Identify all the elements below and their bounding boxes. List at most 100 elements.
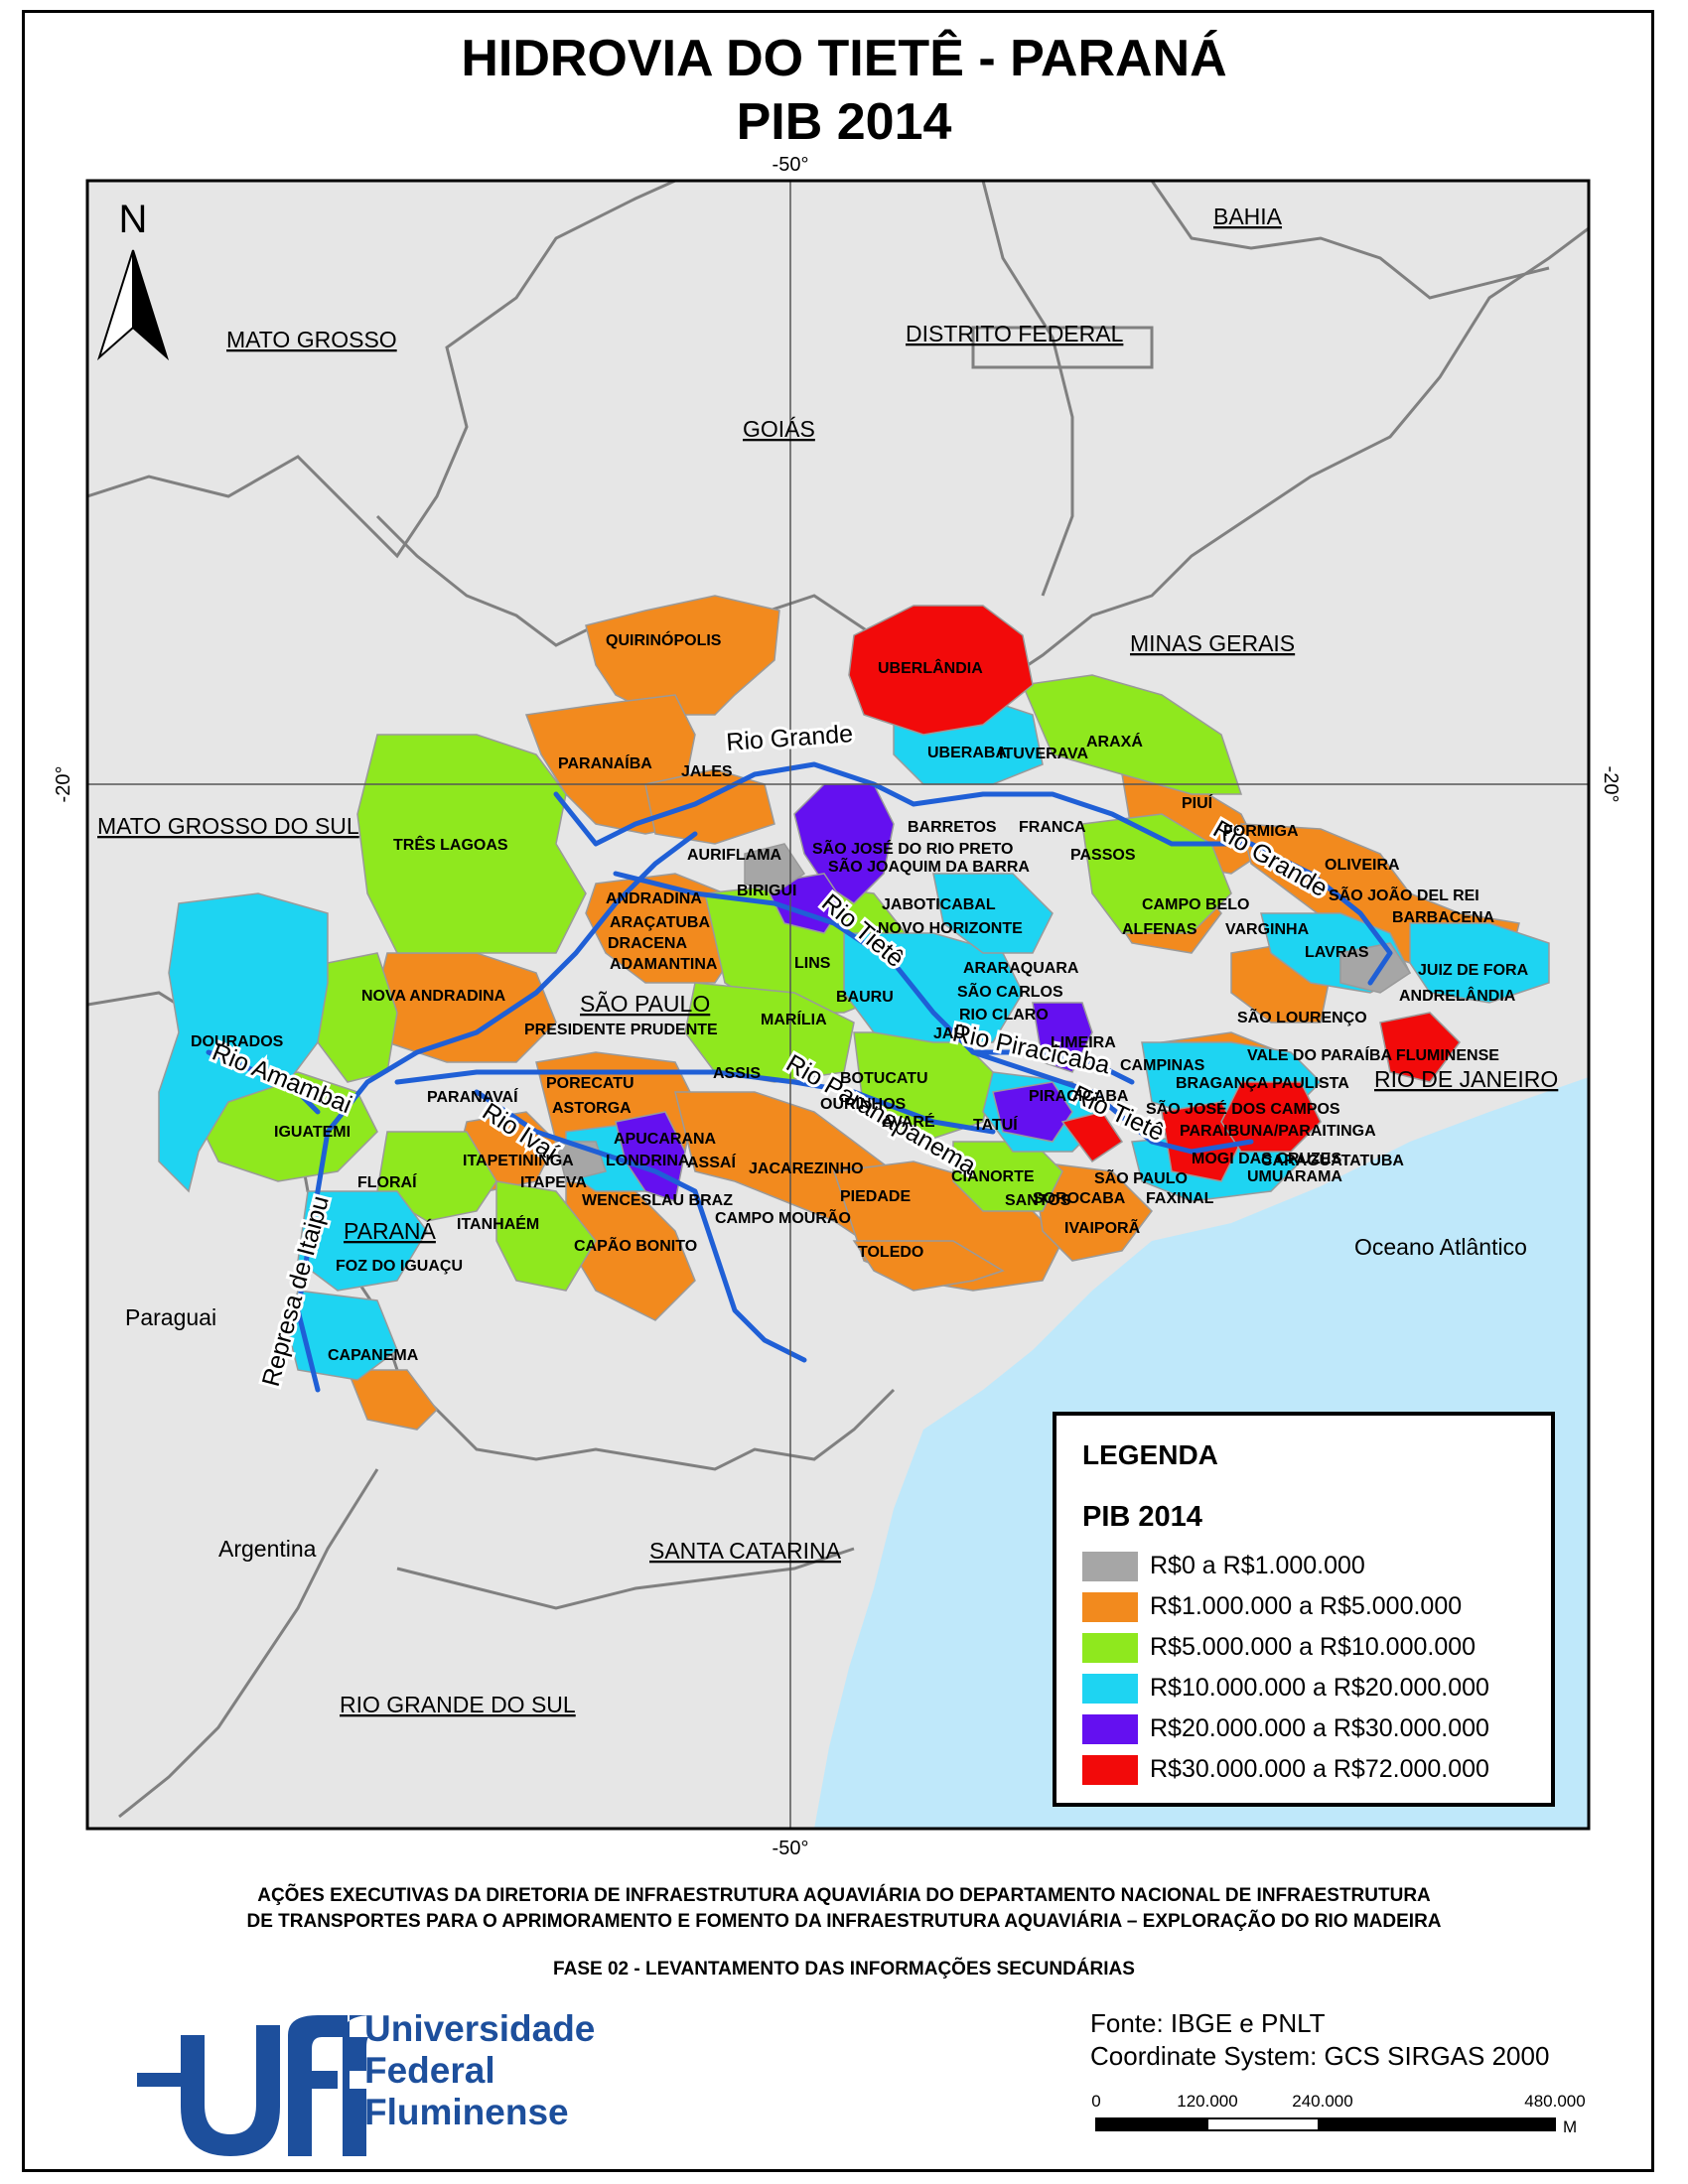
city-label: FRANCA xyxy=(1019,819,1086,836)
legend-swatch xyxy=(1082,1713,1138,1744)
legend-label: R$10.000.000 a R$20.000.000 xyxy=(1150,1674,1489,1702)
city-label: LINS xyxy=(794,955,831,972)
city-label: JALES xyxy=(681,763,733,780)
city-label: CAPANEMA xyxy=(328,1347,419,1364)
legend-label: R$20.000.000 a R$30.000.000 xyxy=(1150,1714,1489,1742)
city-label: VARGINHA xyxy=(1225,921,1310,938)
region-piracicaba xyxy=(992,1081,1073,1143)
city-label: UBERLÂNDIA xyxy=(878,658,983,677)
city-label: ANDRELÂNDIA xyxy=(1399,986,1516,1005)
city-labels: QUIRINÓPOLIS UBERLÂNDIA UBERABA ARAXÁ PARANA… xyxy=(191,630,1529,1364)
scalebar-tick-3: 480.000 xyxy=(1524,2092,1585,2111)
city-label: OLIVEIRA xyxy=(1325,857,1400,874)
city-label: ARARAQUARA xyxy=(963,960,1079,977)
region-marilia xyxy=(684,982,855,1083)
city-label: FOZ DO IGUAÇU xyxy=(336,1258,463,1275)
label-paraguai: Paraguai xyxy=(125,1304,216,1330)
region-tres-lagoas xyxy=(356,734,587,954)
city-label: BAURU xyxy=(836,989,894,1006)
city-label: BRAGANÇA PAULISTA xyxy=(1176,1075,1349,1092)
city-label: LONDRINA xyxy=(606,1153,690,1169)
footer-line-2: DE TRANSPORTES PARA O APRIMORAMENTO E FO… xyxy=(246,1911,1442,1932)
source-info: Fonte: IBGE e PNLT Coordinate System: GC… xyxy=(1090,2007,1549,2073)
city-label: PORECATU xyxy=(546,1075,634,1092)
city-label: CAMPO MOURÃO xyxy=(715,1207,851,1227)
legend-swatch xyxy=(1082,1754,1138,1785)
city-label: SÃO LOURENÇO xyxy=(1237,1007,1367,1026)
city-label: ITANHAÉM xyxy=(457,1214,539,1233)
region-campo-mourao xyxy=(495,1180,597,1292)
city-label: DOURADOS xyxy=(191,1033,284,1050)
scalebar-seg-3 xyxy=(1319,2118,1555,2130)
region-juiz-de-fora xyxy=(1409,922,1550,1004)
scalebar: 0 120.000 240.000 480.000 M xyxy=(1091,2092,1585,2136)
north-arrow: N xyxy=(96,198,170,361)
city-label: WENCESLAU BRAZ xyxy=(582,1192,733,1209)
label-argentina: Argentina xyxy=(218,1536,317,1562)
graticule-right-label: -20° xyxy=(1600,766,1621,803)
city-label: TRÊS LAGOAS xyxy=(393,835,508,854)
state-labels: MATO GROSSO DISTRITO FEDERAL BAHIA GOIÁS… xyxy=(97,204,1558,1717)
legend-swatch xyxy=(1082,1632,1138,1663)
label-goias: GOIÁS xyxy=(743,416,815,442)
city-label: SÃO JOÃO DEL REI xyxy=(1329,885,1479,904)
city-label: LIMEIRA xyxy=(1051,1034,1116,1051)
city-label: APUCARANA xyxy=(614,1131,717,1148)
region-toledo xyxy=(297,1190,428,1292)
river-parana-lower xyxy=(295,1129,331,1393)
region-araraquara xyxy=(932,873,1054,954)
source-line: Fonte: IBGE e PNLT xyxy=(1090,2008,1326,2038)
city-label: PARANAÍBA xyxy=(558,753,652,772)
city-label: JAÚ xyxy=(933,1024,965,1042)
city-label: ASSAÍ xyxy=(687,1153,736,1171)
city-label: AURIFLAMA xyxy=(687,847,782,864)
legend-item: R$5.000.000 a R$10.000.000 xyxy=(1082,1627,1525,1668)
city-label: PIRACICABA xyxy=(1029,1088,1129,1105)
city-label: NOVA ANDRADINA xyxy=(361,988,506,1005)
city-label: SOROCABA xyxy=(1033,1190,1126,1207)
scalebar-seg-2 xyxy=(1206,2117,1320,2131)
city-label: LAVRAS xyxy=(1305,944,1369,961)
city-label: OURINHOS xyxy=(820,1096,907,1113)
city-label: ITAPETININGA xyxy=(463,1153,574,1169)
label-parana: PARANÁ xyxy=(344,1218,437,1244)
logo-bar xyxy=(137,2073,193,2087)
label-minas-gerais: MINAS GERAIS xyxy=(1130,630,1295,656)
university-line-2: Federal xyxy=(364,2050,495,2091)
footer-line-1: AÇÕES EXECUTIVAS DA DIRETORIA DE INFRAES… xyxy=(257,1885,1431,1906)
region-jales xyxy=(644,768,775,845)
country-labels: Paraguai Argentina Oceano Atlântico xyxy=(125,1234,1527,1562)
city-label: TATUÍ xyxy=(973,1115,1018,1134)
legend-label: R$30.000.000 a R$72.000.000 xyxy=(1150,1755,1489,1783)
legend-item: R$10.000.000 a R$20.000.000 xyxy=(1082,1668,1525,1708)
region-capao-bonito xyxy=(852,1240,1005,1292)
legend-item: R$20.000.000 a R$30.000.000 xyxy=(1082,1708,1525,1749)
city-label: BOTUCATU xyxy=(840,1070,928,1087)
graticule-left-label: -20° xyxy=(53,766,74,803)
scalebar-tick-0: 0 xyxy=(1091,2092,1100,2111)
legend-subtitle: PIB 2014 xyxy=(1082,1501,1202,1533)
north-arrow-right-half xyxy=(132,249,170,361)
city-label: QUIRINÓPOLIS xyxy=(606,630,722,649)
scalebar-outline xyxy=(1095,2117,1556,2131)
city-label: FLORAÍ xyxy=(357,1172,417,1191)
city-label: CARAGUATATUBA xyxy=(1261,1153,1404,1169)
city-label: PIEDADE xyxy=(840,1188,911,1205)
river-piracicaba xyxy=(970,1049,1135,1085)
map-title: HIDROVIA DO TIETÊ - PARANÁ xyxy=(461,30,1227,87)
university-line-1: Universidade xyxy=(364,2008,596,2049)
city-label: PASSOS xyxy=(1070,847,1136,864)
map-subtitle: PIB 2014 xyxy=(736,93,952,151)
region-aracatuba xyxy=(585,873,736,984)
region-mogi-das-cruzes xyxy=(1220,1081,1322,1153)
city-label: SANTOS xyxy=(1005,1192,1071,1209)
municipalities xyxy=(158,595,1550,1431)
city-label: PARAIBUNA/PARAITINGA xyxy=(1180,1123,1376,1140)
legend-label: R$0 a R$1.000.000 xyxy=(1150,1552,1365,1579)
city-label: FAXINAL xyxy=(1146,1190,1214,1207)
city-label: PRESIDENTE PRUDENTE xyxy=(524,1022,718,1038)
region-gray-1 xyxy=(744,843,806,894)
city-label: ASSIS xyxy=(713,1065,761,1082)
city-label: NOVO HORIZONTE xyxy=(878,920,1023,937)
